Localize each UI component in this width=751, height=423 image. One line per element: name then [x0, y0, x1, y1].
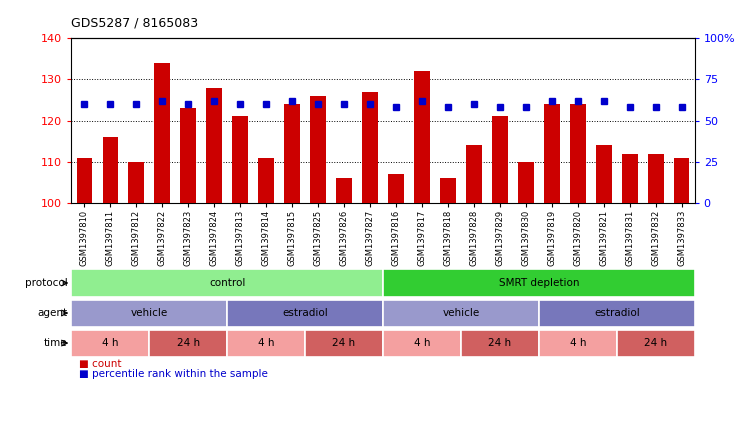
- Bar: [388, 174, 404, 203]
- Bar: [258, 158, 274, 203]
- Text: protocol: protocol: [25, 278, 68, 288]
- Text: estradiol: estradiol: [282, 308, 328, 318]
- Text: SMRT depletion: SMRT depletion: [499, 278, 579, 288]
- Bar: [336, 179, 351, 203]
- Text: vehicle: vehicle: [131, 308, 168, 318]
- Bar: [596, 146, 611, 203]
- Bar: [128, 162, 144, 203]
- Bar: [492, 116, 508, 203]
- Text: 4 h: 4 h: [569, 338, 586, 348]
- Bar: [383, 269, 695, 297]
- Bar: [228, 330, 305, 357]
- Bar: [102, 137, 118, 203]
- Bar: [440, 179, 456, 203]
- Text: estradiol: estradiol: [594, 308, 640, 318]
- Text: 24 h: 24 h: [644, 338, 668, 348]
- Text: 24 h: 24 h: [176, 338, 200, 348]
- Text: control: control: [209, 278, 246, 288]
- Bar: [415, 71, 430, 203]
- Bar: [285, 104, 300, 203]
- Bar: [617, 330, 695, 357]
- Bar: [71, 299, 228, 327]
- Bar: [648, 154, 664, 203]
- Bar: [362, 92, 378, 203]
- Bar: [539, 330, 617, 357]
- Bar: [466, 146, 481, 203]
- Text: 4 h: 4 h: [258, 338, 274, 348]
- Text: 24 h: 24 h: [333, 338, 356, 348]
- Bar: [674, 158, 689, 203]
- Bar: [305, 330, 383, 357]
- Bar: [518, 162, 534, 203]
- Bar: [570, 104, 586, 203]
- Text: 4 h: 4 h: [414, 338, 430, 348]
- Bar: [544, 104, 559, 203]
- Bar: [461, 330, 539, 357]
- Bar: [310, 96, 326, 203]
- Bar: [207, 88, 222, 203]
- Text: ■ count: ■ count: [79, 359, 122, 369]
- Text: agent: agent: [38, 308, 68, 318]
- Bar: [155, 63, 170, 203]
- Bar: [383, 299, 539, 327]
- Text: 24 h: 24 h: [488, 338, 511, 348]
- Bar: [180, 108, 196, 203]
- Bar: [539, 299, 695, 327]
- Text: GDS5287 / 8165083: GDS5287 / 8165083: [71, 17, 198, 30]
- Text: ■ percentile rank within the sample: ■ percentile rank within the sample: [79, 368, 267, 379]
- Text: 4 h: 4 h: [102, 338, 119, 348]
- Bar: [622, 154, 638, 203]
- Bar: [71, 269, 383, 297]
- Bar: [77, 158, 92, 203]
- Bar: [232, 116, 248, 203]
- Bar: [383, 330, 461, 357]
- Text: vehicle: vehicle: [442, 308, 480, 318]
- Bar: [71, 330, 149, 357]
- Text: time: time: [44, 338, 68, 348]
- Bar: [149, 330, 228, 357]
- Bar: [228, 299, 383, 327]
